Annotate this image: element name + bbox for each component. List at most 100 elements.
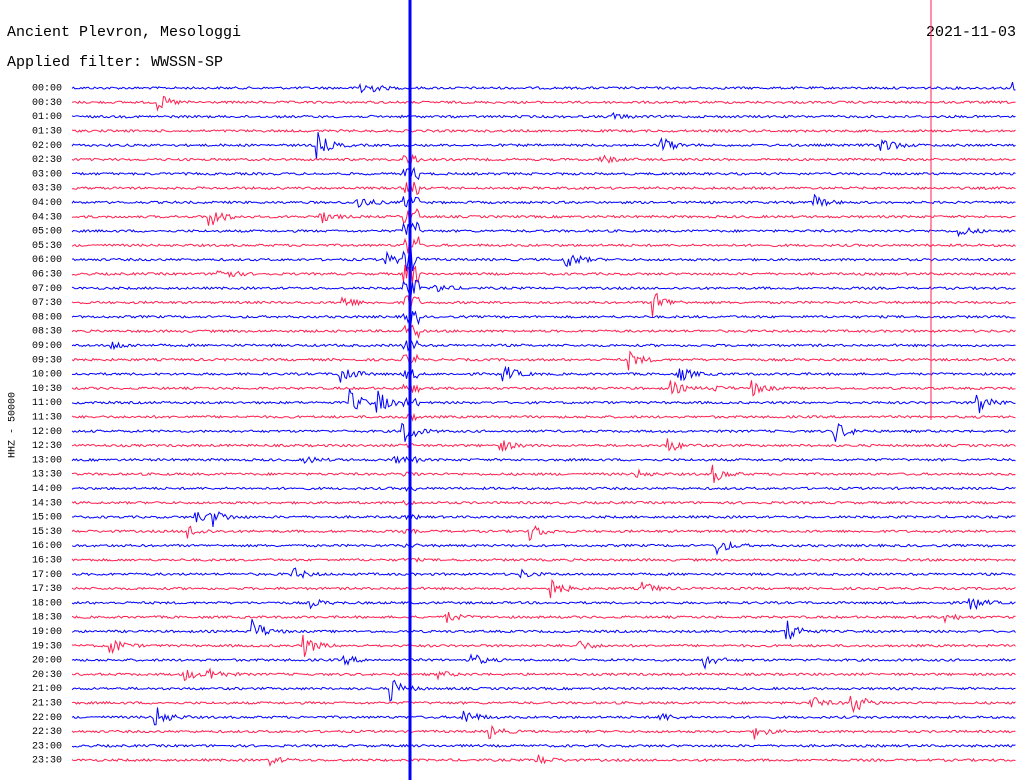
row-label: 13:00 <box>32 455 62 466</box>
row-label: 23:00 <box>32 741 62 752</box>
row-label: 02:30 <box>32 155 62 166</box>
trace <box>71 679 1016 702</box>
trace <box>71 380 1016 397</box>
row-label: 17:00 <box>32 570 62 581</box>
trace <box>71 310 1016 326</box>
trace <box>71 754 1016 767</box>
row-label: 19:00 <box>32 627 62 638</box>
row-label: 15:30 <box>32 527 62 538</box>
trace <box>71 193 1016 208</box>
trace <box>71 247 1016 272</box>
row-label: 20:30 <box>32 670 62 681</box>
row-label: 21:00 <box>32 684 62 695</box>
trace <box>71 695 1016 714</box>
trace <box>71 707 1016 726</box>
trace <box>71 525 1016 542</box>
trace <box>71 132 1016 160</box>
trace <box>71 153 1016 165</box>
row-label: 15:00 <box>32 513 62 524</box>
row-label: 09:30 <box>32 355 62 366</box>
filter-label: Applied filter: WWSSN-SP <box>7 54 223 71</box>
row-label: 12:30 <box>32 441 62 452</box>
row-label: 21:30 <box>32 699 62 710</box>
row-label: 18:00 <box>32 598 62 609</box>
trace <box>71 578 1016 599</box>
trace <box>71 724 1016 740</box>
date: 2021-11-03 <box>926 24 1016 41</box>
trace <box>71 236 1016 254</box>
trace <box>71 667 1016 682</box>
row-label: 05:30 <box>32 241 62 252</box>
trace <box>71 438 1016 452</box>
row-label: 16:00 <box>32 541 62 552</box>
trace <box>71 95 1016 112</box>
row-label: 09:00 <box>32 341 62 352</box>
row-label: 00:00 <box>32 84 62 95</box>
row-label: 16:30 <box>32 556 62 567</box>
trace <box>71 338 1016 352</box>
row-label: 11:00 <box>32 398 62 409</box>
row-label: 01:30 <box>32 127 62 138</box>
row-label: 19:30 <box>32 641 62 652</box>
trace <box>71 112 1016 121</box>
trace <box>71 208 1016 226</box>
trace <box>71 499 1016 506</box>
row-label: 14:00 <box>32 484 62 495</box>
row-label: 08:30 <box>32 327 62 338</box>
trace <box>71 619 1016 640</box>
trace <box>71 455 1016 465</box>
row-label: 04:00 <box>32 198 62 209</box>
row-label: 03:30 <box>32 184 62 195</box>
trace <box>71 81 1016 94</box>
traces <box>71 81 1016 767</box>
trace <box>72 567 1016 579</box>
trace <box>71 264 1016 284</box>
trace <box>71 464 1016 483</box>
trace <box>71 611 1016 624</box>
trace <box>71 350 1016 371</box>
trace <box>71 389 1016 414</box>
row-label: 14:30 <box>32 498 62 509</box>
row-label: 22:30 <box>32 727 62 738</box>
trace <box>71 486 1016 493</box>
y-axis-label: HHZ - 50000 <box>8 392 19 458</box>
trace <box>71 511 1016 528</box>
row-label: 17:30 <box>32 584 62 595</box>
trace <box>71 743 1016 748</box>
trace <box>71 365 1016 383</box>
trace <box>71 422 1016 442</box>
trace <box>71 653 1016 670</box>
trace <box>71 634 1016 657</box>
row-label: 12:00 <box>32 427 62 438</box>
row-label: 22:00 <box>32 713 62 724</box>
trace <box>71 598 1016 611</box>
chart-title: Ancient Plevron, Mesologgi <box>7 24 241 41</box>
trace <box>71 556 1016 563</box>
row-label: 13:30 <box>32 470 62 481</box>
trace <box>71 324 1016 340</box>
row-label: 07:30 <box>32 298 62 309</box>
row-label: 20:00 <box>32 656 62 667</box>
row-label: 01:00 <box>32 112 62 123</box>
row-label: 23:30 <box>32 756 62 767</box>
trace <box>71 181 1016 195</box>
trace <box>71 412 1016 422</box>
row-label: 06:30 <box>32 270 62 281</box>
row-label: 03:00 <box>32 169 62 180</box>
trace <box>71 280 1016 298</box>
row-label: 10:30 <box>32 384 62 395</box>
row-label: 02:00 <box>32 141 62 152</box>
row-label: 11:30 <box>32 413 62 424</box>
row-label: 10:00 <box>32 370 62 381</box>
trace <box>71 221 1016 238</box>
row-label: 00:30 <box>32 98 62 109</box>
row-label: 04:30 <box>32 212 62 223</box>
row-label: 05:00 <box>32 227 62 238</box>
trace <box>71 292 1016 317</box>
trace <box>71 128 1016 133</box>
row-label: 18:30 <box>32 613 62 624</box>
trace <box>71 540 1016 556</box>
trace <box>71 166 1016 181</box>
